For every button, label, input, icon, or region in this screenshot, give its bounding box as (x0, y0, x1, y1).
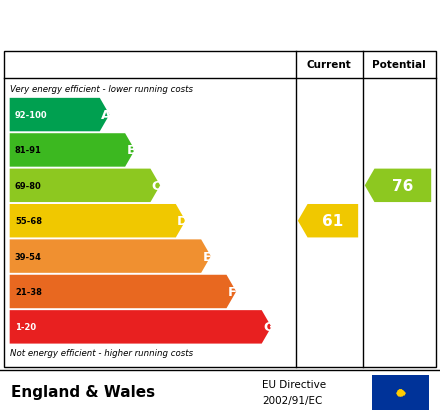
Text: D: D (177, 215, 188, 228)
Text: England & Wales: England & Wales (11, 384, 155, 399)
Polygon shape (10, 99, 110, 132)
Polygon shape (298, 204, 358, 238)
Text: Energy Efficiency Rating: Energy Efficiency Rating (11, 14, 299, 34)
Text: 55-68: 55-68 (15, 217, 42, 225)
Text: C: C (152, 179, 161, 192)
Text: Potential: Potential (372, 60, 426, 70)
Text: 2002/91/EC: 2002/91/EC (262, 395, 322, 405)
Text: F: F (228, 285, 237, 298)
Text: 1-20: 1-20 (15, 323, 36, 332)
Polygon shape (10, 240, 211, 273)
Text: 21-38: 21-38 (15, 287, 42, 296)
Text: 69-80: 69-80 (15, 181, 42, 190)
Text: G: G (263, 320, 274, 334)
Bar (372, 375, 429, 410)
Text: 61: 61 (322, 214, 344, 229)
Polygon shape (10, 134, 135, 167)
Text: 92-100: 92-100 (15, 111, 48, 120)
Text: EU Directive: EU Directive (262, 379, 326, 389)
Text: 39-54: 39-54 (15, 252, 42, 261)
Text: B: B (126, 144, 136, 157)
Polygon shape (10, 275, 236, 309)
Polygon shape (10, 311, 271, 344)
Polygon shape (10, 169, 160, 202)
Polygon shape (365, 169, 431, 202)
Text: Not energy efficient - higher running costs: Not energy efficient - higher running co… (10, 348, 193, 357)
Text: E: E (202, 250, 212, 263)
Text: A: A (101, 109, 111, 122)
Text: Very energy efficient - lower running costs: Very energy efficient - lower running co… (10, 85, 193, 93)
Polygon shape (10, 204, 186, 238)
Text: 81-91: 81-91 (15, 146, 42, 155)
Text: 76: 76 (392, 178, 414, 193)
Text: Current: Current (307, 60, 352, 70)
